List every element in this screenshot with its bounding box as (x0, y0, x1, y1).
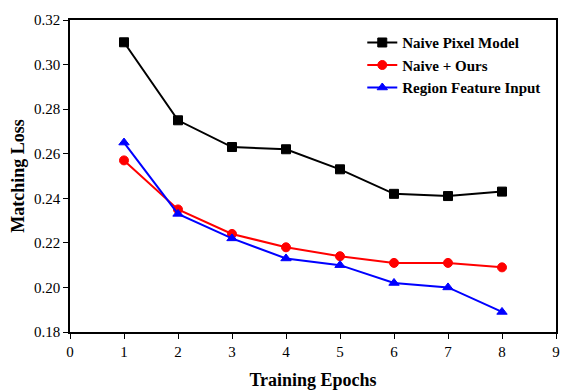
svg-text:1: 1 (120, 344, 128, 360)
svg-text:0.22: 0.22 (34, 235, 60, 251)
svg-text:8: 8 (498, 344, 506, 360)
svg-text:7: 7 (444, 344, 452, 360)
svg-text:Naive Pixel Model: Naive Pixel Model (402, 35, 519, 51)
svg-text:0: 0 (66, 344, 74, 360)
svg-text:9: 9 (552, 344, 560, 360)
svg-text:Region Feature Input: Region Feature Input (402, 80, 540, 96)
svg-text:3: 3 (228, 344, 236, 360)
svg-text:Training Epochs: Training Epochs (249, 370, 376, 390)
svg-text:0.18: 0.18 (34, 324, 60, 340)
svg-text:0.32: 0.32 (34, 12, 60, 28)
svg-text:2: 2 (174, 344, 182, 360)
svg-text:Matching Loss: Matching Loss (8, 119, 28, 233)
svg-text:0.24: 0.24 (34, 191, 61, 207)
svg-text:6: 6 (390, 344, 398, 360)
svg-text:0.26: 0.26 (34, 146, 61, 162)
svg-text:5: 5 (336, 344, 344, 360)
svg-text:Naive + Ours: Naive + Ours (402, 58, 487, 74)
svg-text:0.20: 0.20 (34, 280, 60, 296)
svg-text:0.28: 0.28 (34, 101, 60, 117)
svg-text:0.30: 0.30 (34, 57, 60, 73)
svg-text:4: 4 (282, 344, 290, 360)
